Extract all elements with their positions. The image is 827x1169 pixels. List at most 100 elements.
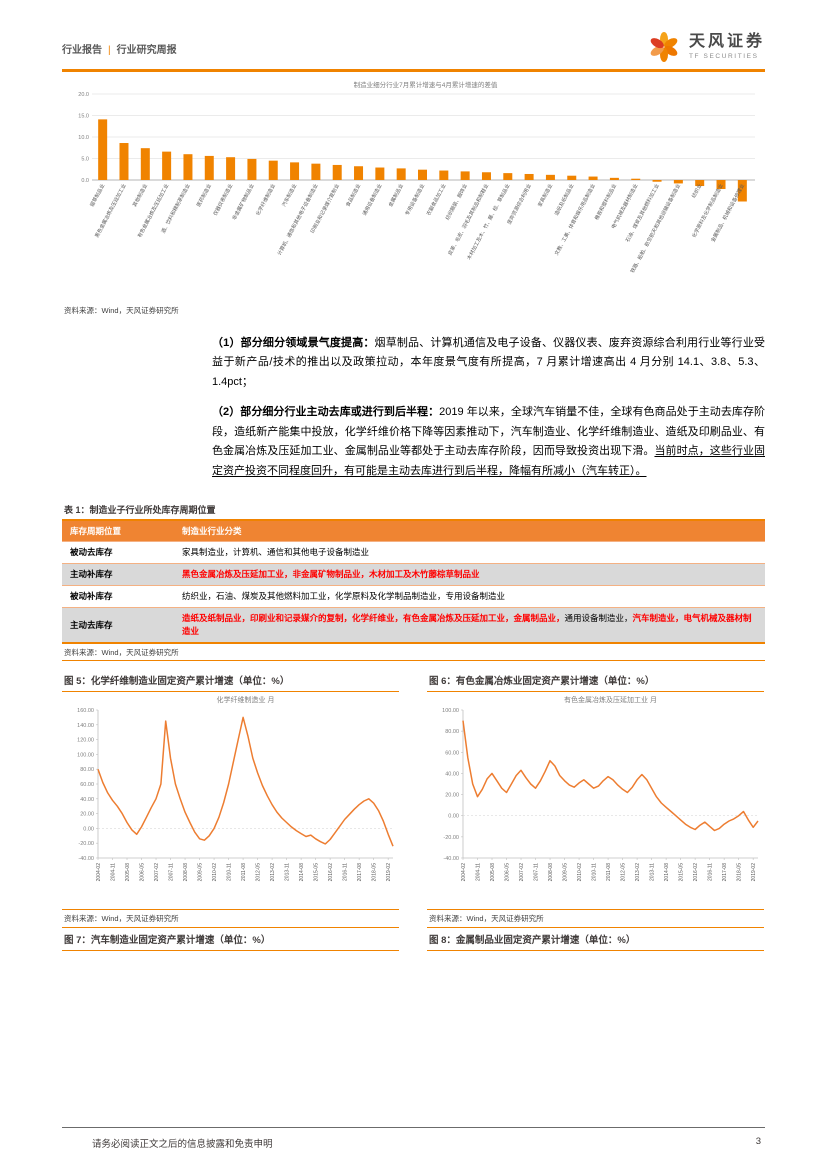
svg-text:木材加工及木、竹、藤、棕、草制品业: 木材加工及木、竹、藤、棕、草制品业 — [465, 182, 511, 260]
svg-text:农副食品加工业: 农副食品加工业 — [425, 182, 448, 216]
svg-text:2010-02: 2010-02 — [577, 863, 583, 882]
cycle-position-cell: 被动去库存 — [62, 540, 174, 564]
figure-column-right: 图 6：有色金属冶炼业固定资产累计增速（单位：%） 有色金属冶炼及压延加工业 月… — [427, 669, 764, 952]
svg-text:2018-05: 2018-05 — [372, 863, 378, 882]
svg-text:2015-05: 2015-05 — [679, 863, 685, 882]
svg-text:皮革、毛皮、羽毛及其制品和制鞋业: 皮革、毛皮、羽毛及其制品和制鞋业 — [446, 182, 490, 256]
figure6-caption: 图 6：有色金属冶炼业固定资产累计增速（单位：%） — [427, 669, 764, 693]
text-segment: （1）部分细分领域景气度提高： — [212, 336, 375, 349]
report-subtitle-label: 行业研究周报 — [116, 45, 177, 56]
svg-text:0.0: 0.0 — [81, 178, 89, 184]
paragraph-1: （1）部分细分领域景气度提高：烟草制品、计算机通信及电子设备、仪器仪表、废弃资源… — [212, 334, 765, 393]
figure8-caption: 图 8：金属制品业固定资产累计增速（单位：%） — [427, 928, 764, 952]
bar — [439, 170, 449, 180]
svg-text:2009-05: 2009-05 — [563, 863, 569, 882]
svg-text:2005-08: 2005-08 — [125, 863, 131, 882]
table-row: 被动去库存 家具制造业，计算机、通信和其他电子设备制造业 — [62, 540, 765, 564]
svg-text:0.00: 0.00 — [83, 827, 94, 833]
bar — [418, 169, 427, 180]
body-text: （1）部分细分领域景气度提高：烟草制品、计算机通信及电子设备、仪器仪表、废弃资源… — [212, 334, 765, 493]
svg-text:60.00: 60.00 — [445, 751, 459, 757]
svg-text:制造业细分行业7月累计增速与4月累计增速的差值: 制造业细分行业7月累计增速与4月累计增速的差值 — [354, 80, 498, 89]
text-segment: 通用设备制造业， — [564, 613, 633, 624]
bar — [332, 164, 342, 180]
bar — [311, 163, 321, 180]
figure-grid: 图 5：化学纤维制造业固定资产累计增速（单位：%） 化学纤维制造业 月 160.0… — [62, 669, 765, 952]
bar — [354, 165, 364, 180]
svg-text:100.00: 100.00 — [442, 708, 459, 714]
figure5-line-chart: 化学纤维制造业 月 160.00 140.00 120.00 100.00 80.00 60… — [77, 695, 394, 882]
svg-text:2008-08: 2008-08 — [183, 863, 189, 882]
tf-flower-icon — [650, 32, 678, 62]
svg-text:-20.00: -20.00 — [443, 835, 459, 841]
text-segment: （2）部分细分行业主动去库或进行到后半程： — [212, 406, 440, 419]
bar — [716, 179, 726, 189]
bar — [375, 167, 385, 180]
svg-text:140.00: 140.00 — [77, 723, 94, 729]
bar — [226, 156, 236, 180]
bar — [673, 179, 683, 183]
source-note: 资料来源：Wind，天风证券研究所 — [62, 909, 399, 929]
svg-text:15.0: 15.0 — [78, 113, 89, 119]
svg-text:2010-11: 2010-11 — [227, 863, 233, 881]
svg-text:计算机、通信和其他电子设备制造业: 计算机、通信和其他电子设备制造业 — [276, 182, 320, 256]
svg-text:2007-02: 2007-02 — [154, 863, 160, 882]
svg-text:2019-02: 2019-02 — [386, 863, 392, 882]
text-segment: 黑色金属冶炼及压延加工业，非金属矿物制品业，木材加工及木竹藤棕草制品业 — [182, 568, 480, 579]
svg-text:2014-08: 2014-08 — [299, 863, 305, 882]
figure7-caption: 图 7：汽车制造业固定资产累计增速（单位：%） — [62, 928, 399, 952]
bar — [481, 171, 491, 180]
svg-text:2015-05: 2015-05 — [314, 863, 320, 882]
svg-text:食品制造业: 食品制造业 — [344, 182, 362, 207]
bar — [268, 160, 278, 180]
source-note: 资料来源：Wind，天风证券研究所 — [62, 644, 765, 662]
svg-text:0.00: 0.00 — [448, 814, 459, 820]
bar — [119, 142, 129, 180]
svg-text:2011-08: 2011-08 — [241, 863, 247, 881]
svg-text:2004-11: 2004-11 — [476, 863, 482, 881]
svg-text:120.00: 120.00 — [77, 738, 94, 744]
svg-text:化学纤维制造业 月: 化学纤维制造业 月 — [217, 695, 275, 704]
svg-text:造纸及纸制品业: 造纸及纸制品业 — [553, 182, 576, 216]
svg-text:2010-11: 2010-11 — [592, 863, 598, 881]
svg-text:-40.00: -40.00 — [443, 856, 459, 862]
svg-text:-40.00: -40.00 — [78, 856, 94, 862]
disclaimer-text: 请务必阅读正文之后的信息披露和免责申明 — [92, 1139, 273, 1150]
svg-text:2019-02: 2019-02 — [751, 863, 757, 882]
bar-chart-figure: 制造业细分行业7月累计增速与4月累计增速的差值 20.0 15.0 10.0 5.0 0.… — [62, 78, 765, 318]
svg-text:2014-08: 2014-08 — [664, 863, 670, 882]
svg-text:2016-11: 2016-11 — [708, 863, 714, 881]
table-row: 主动补库存 黑色金属冶炼及压延加工业，非金属矿物制品业，木材加工及木竹藤棕草制品业 — [62, 562, 765, 586]
svg-text:2016-02: 2016-02 — [693, 863, 699, 882]
brand-name-en: TF SECURITIES — [688, 53, 759, 60]
inventory-cycle-table: 库存周期位置 制造业行业分类 被动去库存 家具制造业，计算机、通信和其他电子设备制造业… — [62, 520, 765, 645]
svg-text:80.00: 80.00 — [80, 768, 94, 774]
bar — [503, 172, 513, 180]
svg-text:2017-08: 2017-08 — [722, 863, 728, 882]
svg-text:2012-05: 2012-05 — [621, 863, 627, 882]
bar — [588, 176, 598, 180]
cycle-position-cell: 被动补库存 — [62, 584, 174, 608]
svg-text:专用设备制造业: 专用设备制造业 — [404, 182, 427, 216]
page-header: 行业报告 | 行业研究周报 天风证券 TF SECURITIES — [62, 30, 765, 69]
svg-text:2017-08: 2017-08 — [357, 863, 363, 882]
svg-text:-20.00: -20.00 — [78, 842, 94, 848]
brand-name: 天风证券 — [688, 33, 765, 50]
report-type-label: 行业报告 — [62, 45, 102, 56]
inventory-table-block: 表 1：制造业子行业所处库存周期位置 库存周期位置 制造业行业分类 被动去库存 家具制… — [62, 503, 765, 662]
svg-text:20.00: 20.00 — [80, 812, 94, 818]
svg-text:汽车制造业: 汽车制造业 — [280, 182, 298, 207]
text-segment: 烟草制品、计算机通信及电子设备、仪器仪表、废弃资源综合利用行业等行业受益于新产品… — [212, 336, 765, 388]
svg-text:100.00: 100.00 — [77, 753, 94, 759]
svg-text:非金属矿物制品业: 非金属矿物制品业 — [231, 182, 256, 221]
svg-text:2004-02: 2004-02 — [461, 863, 467, 882]
svg-text:纺织业: 纺织业 — [690, 182, 703, 199]
bar — [524, 173, 534, 180]
svg-text:2007-11: 2007-11 — [169, 863, 175, 881]
paragraph-2: （2）部分细分行业主动去库或进行到后半程：2019 年以来，全球汽车销量不佳，全… — [212, 403, 765, 481]
data-line — [97, 717, 394, 847]
svg-text:化学纤维制造业: 化学纤维制造业 — [254, 182, 277, 216]
source-note: 资料来源：Wind，天风证券研究所 — [64, 305, 179, 315]
svg-text:2010-02: 2010-02 — [212, 863, 218, 882]
